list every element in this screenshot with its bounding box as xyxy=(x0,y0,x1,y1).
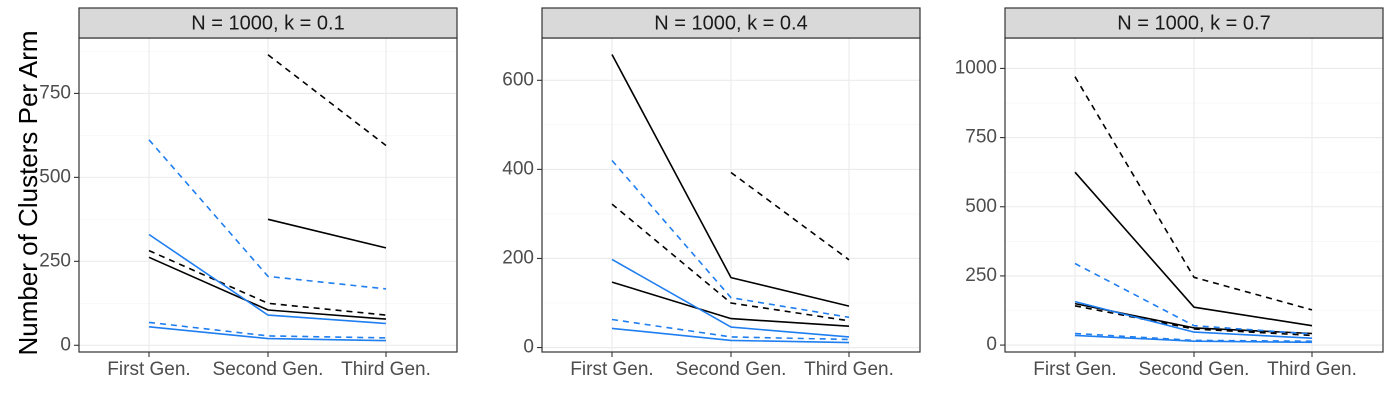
series-line-black-dashed xyxy=(611,203,850,322)
y-tick-label: 750 xyxy=(965,127,997,148)
series-line-black-solid xyxy=(611,54,850,307)
y-axis-title: Number of Clusters Per Arm xyxy=(13,30,43,355)
series-line-black-solid xyxy=(1074,171,1313,327)
y-tick-label: 0 xyxy=(523,337,534,358)
panel-3: N = 1000, k = 0.7 0 250 500 750 1000 First Gen… xyxy=(955,7,1384,380)
y-tick-label: 600 xyxy=(502,69,534,90)
y-tick-label: 500 xyxy=(39,166,71,187)
series-line-black-solid xyxy=(148,256,387,320)
x-tick-label: Second Gen. xyxy=(213,359,324,380)
x-tick-label: First Gen. xyxy=(570,359,653,380)
facet-strip xyxy=(78,7,458,39)
series-line-blue-solid xyxy=(148,233,387,325)
x-tick-label: First Gen. xyxy=(107,359,190,380)
y-tick-label: 500 xyxy=(965,196,997,217)
series-line-blue-solid xyxy=(1074,334,1313,344)
series-line-black-dashed xyxy=(730,171,850,261)
series-line-black-solid xyxy=(611,281,850,327)
y-tick-label: 1000 xyxy=(955,57,997,78)
series-line-blue-solid xyxy=(611,327,850,344)
series-line-blue-dashed xyxy=(148,139,387,290)
facet-title: N = 1000, k = 0.4 xyxy=(654,12,807,34)
facet-strip xyxy=(1004,7,1384,39)
x-tick-label: Second Gen. xyxy=(676,359,787,380)
y-tick-label: 200 xyxy=(502,247,534,268)
x-tick-label: Third Gen. xyxy=(804,359,894,380)
series-line-blue-solid xyxy=(611,258,850,338)
panel-1: N = 1000, k = 0.1 0 250 500 750 First Gen. Sec… xyxy=(39,7,458,380)
series-line-blue-dashed xyxy=(611,318,850,341)
facet-strip xyxy=(541,7,921,39)
facet-title: N = 1000, k = 0.1 xyxy=(191,12,344,34)
panels: N = 1000, k = 0.1 0 250 500 750 First Gen. Sec… xyxy=(39,7,1384,380)
facet-title: N = 1000, k = 0.7 xyxy=(1117,12,1270,34)
series-line-black-solid xyxy=(267,218,387,249)
series-line-blue-dashed xyxy=(148,321,387,339)
y-tick-label: 400 xyxy=(502,158,534,179)
y-tick-label: 250 xyxy=(39,250,71,271)
x-tick-label: Third Gen. xyxy=(1267,359,1357,380)
series-line-black-dashed xyxy=(1074,76,1313,311)
series-line-blue-solid xyxy=(148,326,387,342)
series-line-blue-dashed xyxy=(611,159,850,319)
series-line-blue-solid xyxy=(1074,300,1313,339)
series-line-blue-dashed xyxy=(1074,262,1313,335)
series-line-black-dashed xyxy=(148,249,387,316)
y-tick-label: 250 xyxy=(965,265,997,286)
panel-2: N = 1000, k = 0.4 0 200 400 600 First Gen. Sec… xyxy=(502,7,921,380)
x-tick-label: First Gen. xyxy=(1033,359,1116,380)
series-line-black-dashed xyxy=(267,54,387,147)
x-tick-label: Third Gen. xyxy=(341,359,431,380)
y-tick-label: 750 xyxy=(39,82,71,103)
y-tick-label: 0 xyxy=(986,334,997,355)
y-tick-label: 0 xyxy=(60,334,71,355)
x-tick-label: Second Gen. xyxy=(1139,359,1250,380)
series-line-black-dashed xyxy=(1074,305,1313,337)
